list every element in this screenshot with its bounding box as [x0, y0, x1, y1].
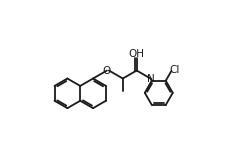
Text: N: N: [146, 74, 154, 84]
Text: OH: OH: [128, 49, 144, 59]
Text: O: O: [102, 65, 110, 76]
Text: Cl: Cl: [168, 65, 179, 75]
